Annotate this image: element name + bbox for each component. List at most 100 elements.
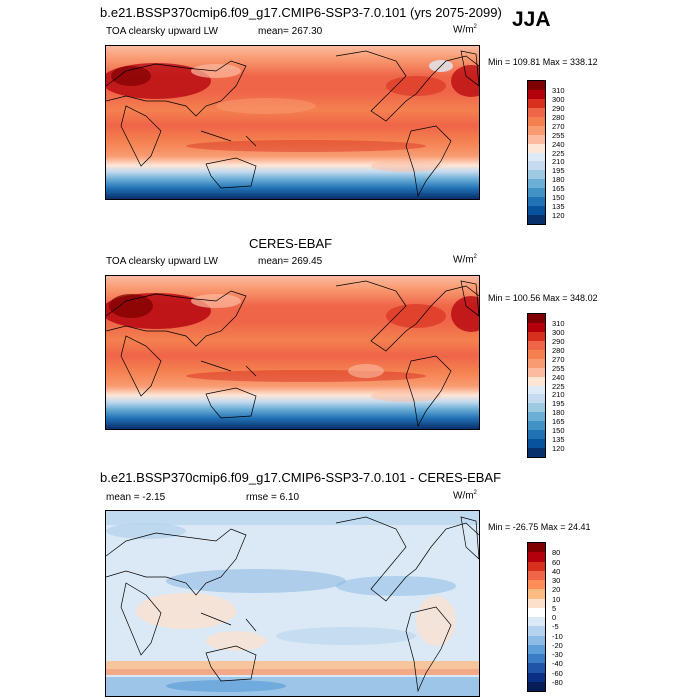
colorbar-tick-label: -80	[552, 677, 563, 687]
colorbar-tick-label: -10	[552, 631, 563, 641]
colorbar-tick-label: 280	[552, 345, 565, 355]
colorbar-tick-label: -5	[552, 622, 559, 632]
colorbar-tick-label: 135	[552, 435, 565, 445]
colorbar-swatch	[528, 580, 545, 590]
season-label: JJA	[512, 8, 551, 31]
colorbar-swatch	[528, 421, 545, 431]
colorbar-swatch	[528, 197, 545, 207]
colorbar-tick-label: 120	[552, 444, 565, 454]
panel1-minmax: Min = 109.81 Max = 338.12	[488, 57, 598, 67]
colorbar-swatch	[528, 543, 545, 553]
colorbar-swatch	[528, 672, 545, 682]
colorbar-tick-label: 60	[552, 557, 561, 567]
colorbar-swatch	[528, 322, 545, 332]
colorbar-tick-label: 20	[552, 585, 561, 595]
colorbar-swatch	[528, 570, 545, 580]
colorbar-tick-label: 290	[552, 336, 565, 346]
colorbar-tick-label: 5	[552, 603, 557, 613]
colorbar-tick-label: 240	[552, 139, 565, 149]
panel1-mean: mean= 267.30	[258, 26, 323, 37]
colorbar-swatch	[528, 561, 545, 571]
colorbar-swatch	[528, 206, 545, 216]
colorbar-tick-label: 210	[552, 390, 565, 400]
panel1-units: W/m2	[453, 24, 477, 36]
colorbar-tick-label: 255	[552, 363, 565, 373]
colorbar-tick-label: 225	[552, 148, 565, 158]
panel3-rmse: rmse = 6.10	[246, 492, 300, 503]
colorbar-tick-label: 300	[552, 327, 565, 337]
colorbar-tick-label: 195	[552, 399, 565, 409]
colorbar-swatch	[528, 340, 545, 350]
panel2-variable: TOA clearsky upward LW	[106, 256, 218, 267]
colorbar-swatch	[528, 161, 545, 171]
colorbar-tick-label: 165	[552, 184, 565, 194]
colorbar-tick-label: 120	[552, 211, 565, 221]
colorbar-swatch	[528, 314, 545, 323]
colorbar-tick-label: -60	[552, 668, 563, 678]
colorbar-tick-label: 195	[552, 166, 565, 176]
colorbar-tick-label: -40	[552, 659, 563, 669]
colorbar-swatch	[528, 107, 545, 117]
panel1-variable: TOA clearsky upward LW	[106, 26, 218, 37]
colorbar-tick-label: 225	[552, 381, 565, 391]
colorbar-swatch	[528, 448, 545, 457]
colorbar-swatch	[528, 681, 545, 691]
colorbar-tick-label: -20	[552, 640, 563, 650]
colorbar-swatch	[528, 358, 545, 368]
colorbar-tick-label: 180	[552, 408, 565, 418]
colorbar-swatch	[528, 89, 545, 99]
colorbar-tick-label: 0	[552, 613, 557, 622]
colorbar-swatch	[528, 170, 545, 180]
colorbar-tick-label: 150	[552, 193, 565, 203]
colorbar-swatch	[528, 635, 545, 645]
colorbar-swatch	[528, 439, 545, 449]
panel3-units: W/m2	[453, 490, 477, 502]
panel3-map	[105, 510, 480, 697]
colorbar-tick-label: 10	[552, 594, 561, 604]
colorbar-swatch	[528, 617, 545, 627]
colorbar-swatch	[528, 607, 545, 617]
panel2-units: W/m2	[453, 254, 477, 266]
colorbar-swatch	[528, 331, 545, 341]
colorbar-swatch	[528, 394, 545, 404]
colorbar-tick-label: 290	[552, 103, 565, 113]
colorbar-swatch	[528, 125, 545, 135]
colorbar-tick-label: 270	[552, 354, 565, 364]
colorbar-tick-label: 135	[552, 202, 565, 212]
panel1-map	[105, 45, 480, 200]
colorbar-swatch	[528, 215, 545, 224]
colorbar-tick-label: 300	[552, 94, 565, 104]
colorbar-tick-label: 310	[552, 85, 565, 95]
colorbar-swatch	[528, 412, 545, 422]
colorbar-swatch	[528, 116, 545, 126]
colorbar-tick-label: 310	[552, 318, 565, 328]
colorbar-tick-label: 80	[552, 548, 561, 558]
colorbar-swatch	[528, 626, 545, 636]
colorbar-swatch	[528, 430, 545, 440]
panel3-mean: mean = -2.15	[106, 492, 166, 503]
panel3-minmax: Min = -26.75 Max = 24.41	[488, 522, 591, 532]
panel3-title: b.e21.BSSP370cmip6.f09_g17.CMIP6-SSP3-7.…	[100, 470, 502, 485]
colorbar-tick-label: 180	[552, 175, 565, 185]
colorbar-tick-label: 165	[552, 417, 565, 427]
colorbar-tick-label: 280	[552, 112, 565, 122]
colorbar-tick-label: 150	[552, 426, 565, 436]
panel2-colorbar	[527, 313, 546, 458]
panel2-minmax: Min = 100.56 Max = 348.02	[488, 293, 598, 303]
panel1-title: b.e21.BSSP370cmip6.f09_g17.CMIP6-SSP3-7.…	[100, 5, 502, 20]
panel3-colorbar	[527, 542, 546, 692]
panel2-title: CERES-EBAF	[249, 236, 333, 251]
colorbar-swatch	[528, 143, 545, 153]
colorbar-swatch	[528, 644, 545, 654]
colorbar-tick-label: 210	[552, 157, 565, 167]
panel2-map-svg	[106, 276, 479, 429]
panel1-colorbar	[527, 80, 546, 225]
panel2-map	[105, 275, 480, 430]
colorbar-swatch	[528, 188, 545, 198]
colorbar-swatch	[528, 349, 545, 359]
colorbar-tick-label: 40	[552, 566, 561, 576]
colorbar-swatch	[528, 376, 545, 386]
colorbar-tick-label: 255	[552, 130, 565, 140]
colorbar-swatch	[528, 589, 545, 599]
colorbar-swatch	[528, 134, 545, 144]
